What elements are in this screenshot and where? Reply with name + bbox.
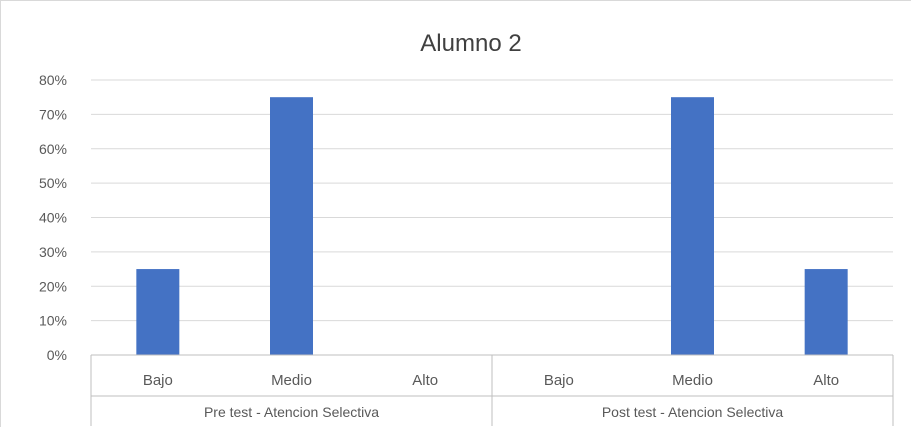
category-label: Medio <box>672 372 713 389</box>
bar-0-bajo <box>136 269 180 355</box>
y-tick-label: 10% <box>39 313 67 329</box>
category-label: Bajo <box>143 372 173 389</box>
y-tick-label: 30% <box>39 244 67 260</box>
y-tick-label: 40% <box>39 210 67 226</box>
category-label: Alto <box>412 372 438 389</box>
y-tick-label: 70% <box>39 106 67 122</box>
y-tick-label: 60% <box>39 141 67 157</box>
category-label: Alto <box>813 372 839 389</box>
bar-1-medio <box>671 97 714 355</box>
group-label: Post test - Atencion Selectiva <box>602 404 784 420</box>
bar-1-alto <box>804 269 848 355</box>
group-label: Pre test - Atencion Selectiva <box>204 404 379 420</box>
y-tick-label: 0% <box>47 347 67 363</box>
gridlines <box>91 79 893 322</box>
y-axis-tick-labels: 0% 10% 20% 30% 40% 50% 60% 70% 80% <box>39 72 67 363</box>
bars <box>136 97 848 355</box>
category-label: Medio <box>271 372 312 389</box>
y-tick-label: 80% <box>39 72 67 88</box>
category-label: Bajo <box>544 372 574 389</box>
x-axis: Bajo Medio Alto Pre test - Atencion Selecti… <box>90 354 894 426</box>
bar-0-medio <box>270 97 313 355</box>
y-tick-label: 20% <box>39 278 67 294</box>
chart-title: Alumno 2 <box>420 30 521 57</box>
y-tick-label: 50% <box>39 175 67 191</box>
